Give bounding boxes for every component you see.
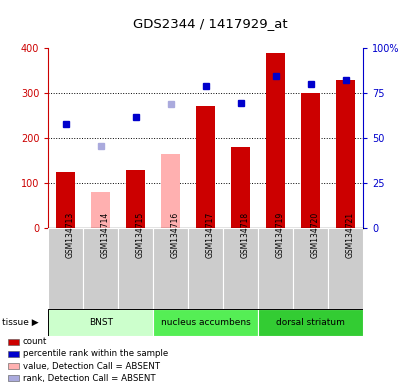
Bar <box>258 309 363 336</box>
Text: rank, Detection Call = ABSENT: rank, Detection Call = ABSENT <box>23 374 155 382</box>
Bar <box>48 228 83 309</box>
Text: GSM134717: GSM134717 <box>206 212 215 258</box>
Text: BNST: BNST <box>89 318 113 327</box>
Text: nucleus accumbens: nucleus accumbens <box>161 318 251 327</box>
Bar <box>48 309 153 336</box>
Bar <box>8 339 18 345</box>
Text: count: count <box>23 338 47 346</box>
Bar <box>161 154 181 228</box>
Text: GSM134721: GSM134721 <box>346 212 355 258</box>
Bar <box>231 147 250 228</box>
Text: dorsal striatum: dorsal striatum <box>276 318 345 327</box>
Bar <box>118 228 153 309</box>
Bar <box>8 351 18 357</box>
Text: GSM134715: GSM134715 <box>136 212 145 258</box>
Bar <box>153 228 188 309</box>
Bar <box>336 81 355 228</box>
Bar <box>196 106 215 228</box>
Text: GSM134718: GSM134718 <box>241 212 250 258</box>
Text: GDS2344 / 1417929_at: GDS2344 / 1417929_at <box>133 17 287 30</box>
Bar <box>188 228 223 309</box>
Bar <box>8 363 18 369</box>
Bar <box>153 309 258 336</box>
Bar <box>8 375 18 381</box>
Text: value, Detection Call = ABSENT: value, Detection Call = ABSENT <box>23 361 160 371</box>
Text: tissue ▶: tissue ▶ <box>2 318 39 327</box>
Bar <box>83 228 118 309</box>
Bar <box>126 170 145 228</box>
Bar <box>301 93 320 228</box>
Bar <box>91 192 110 228</box>
Text: percentile rank within the sample: percentile rank within the sample <box>23 349 168 359</box>
Text: GSM134714: GSM134714 <box>101 212 110 258</box>
Bar <box>56 172 76 228</box>
Bar <box>293 228 328 309</box>
Bar <box>328 228 363 309</box>
Bar <box>266 53 286 228</box>
Text: GSM134719: GSM134719 <box>276 212 285 258</box>
Text: GSM134716: GSM134716 <box>171 212 180 258</box>
Bar <box>258 228 293 309</box>
Text: GSM134720: GSM134720 <box>311 212 320 258</box>
Bar <box>223 228 258 309</box>
Text: GSM134713: GSM134713 <box>66 212 75 258</box>
